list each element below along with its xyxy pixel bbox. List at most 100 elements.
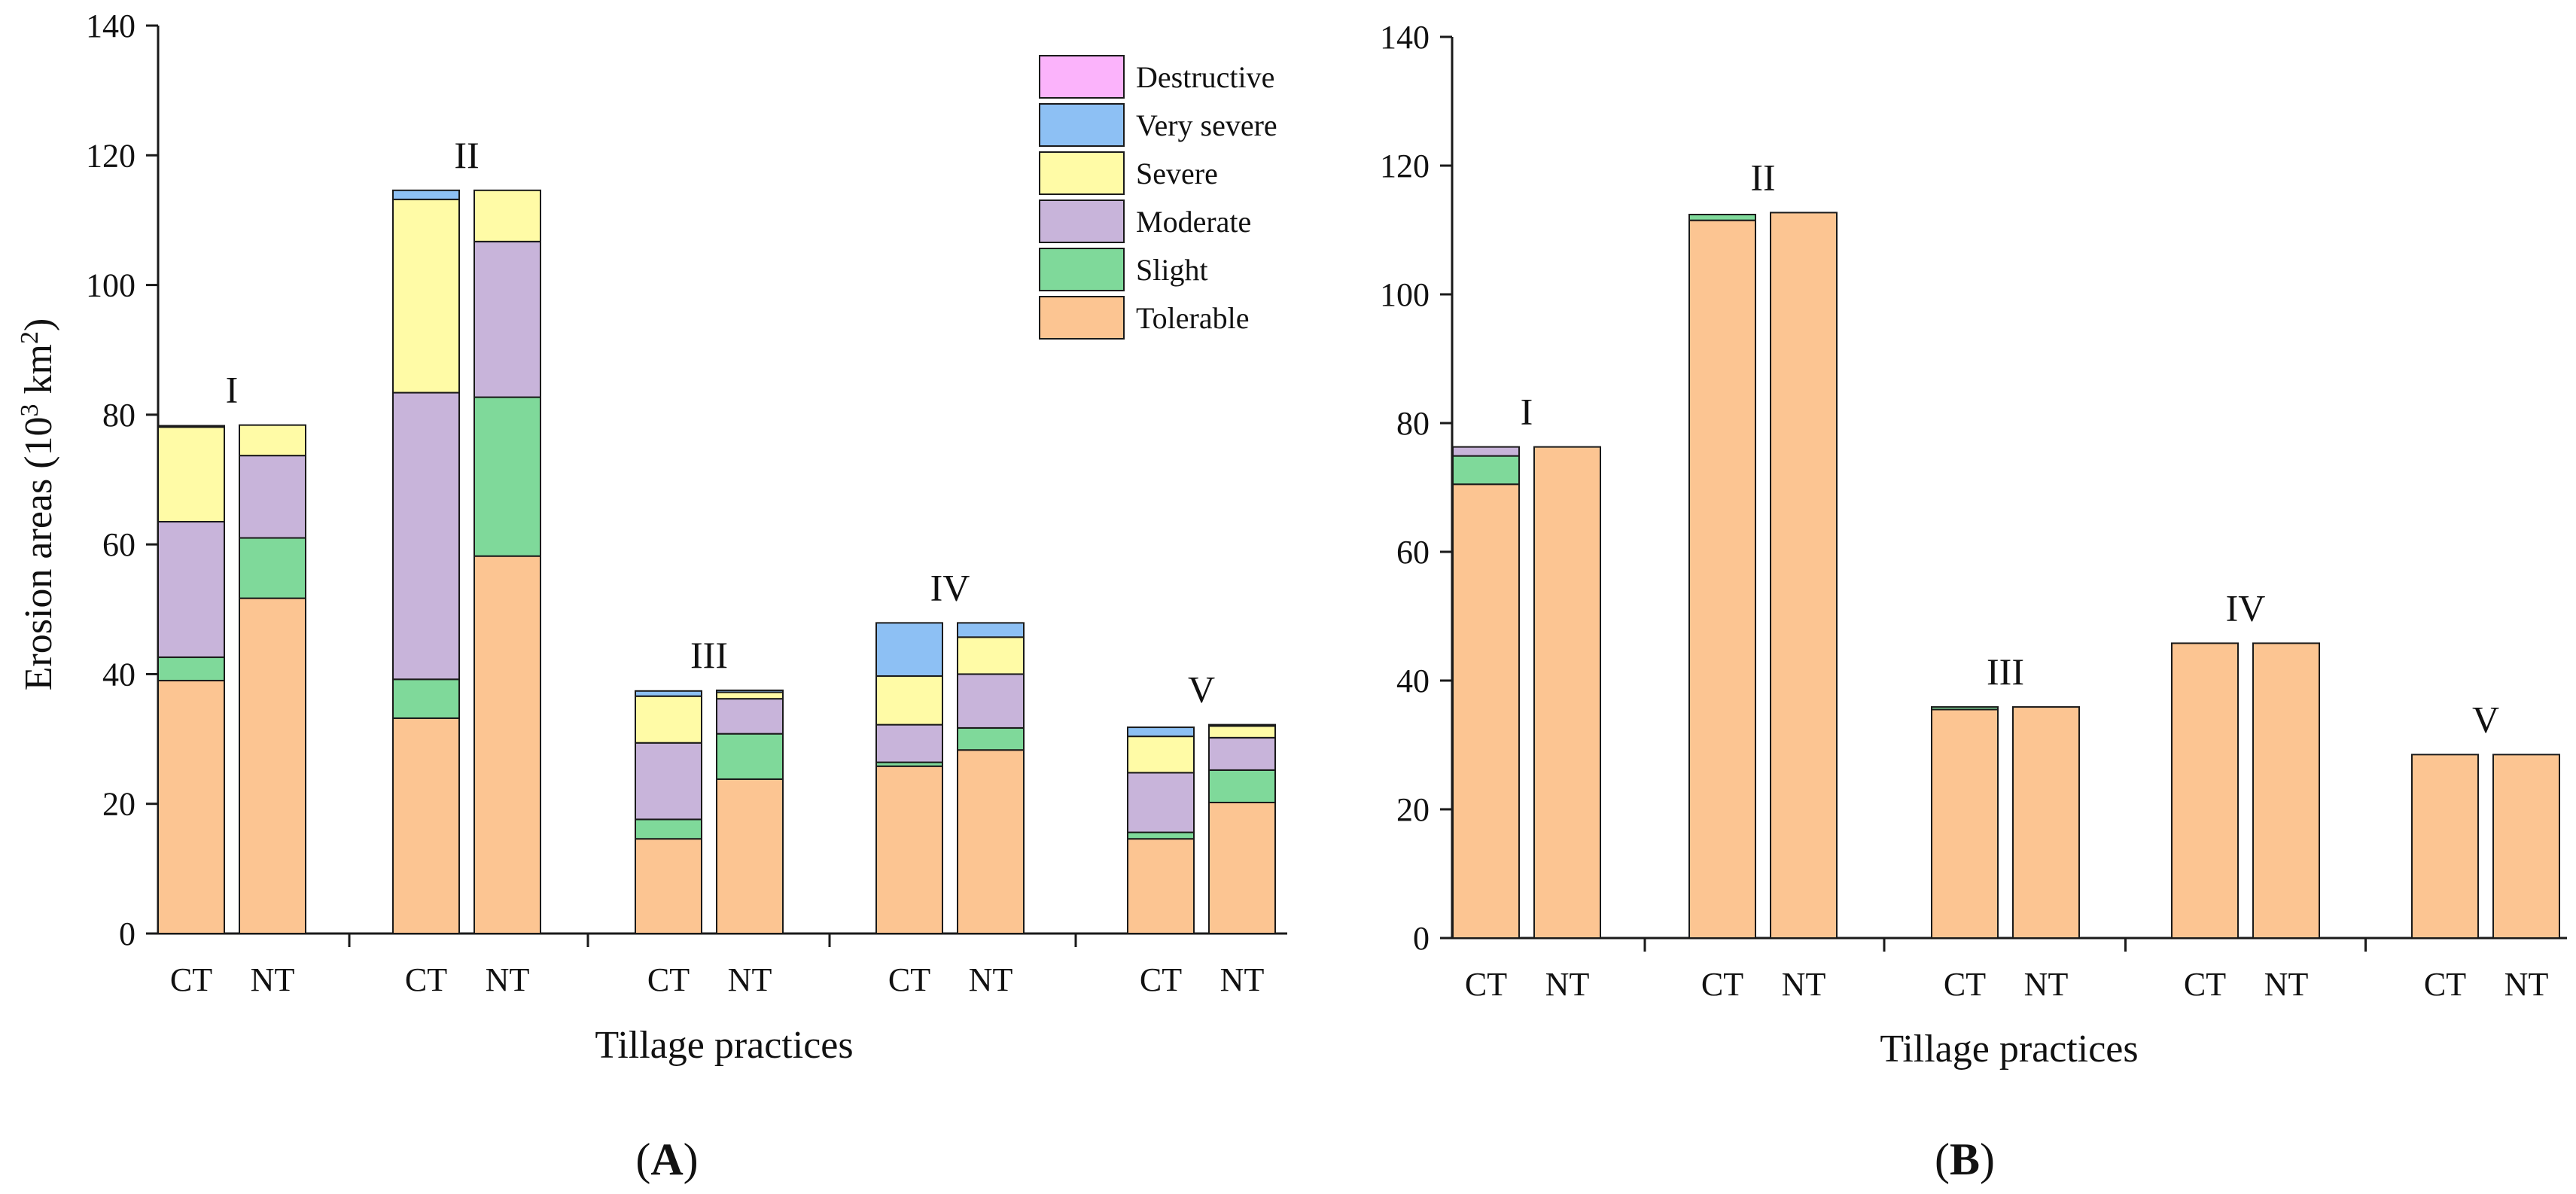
chart-b-y-tick-label: 80 [1396,405,1430,442]
chart-a-group-label-iii: III [690,634,728,676]
chart-b-bar-ii-ct-tolerable [1688,219,1756,939]
chart-b-bars [1452,212,2560,940]
chart-a-bar-i-nt-slight [239,537,306,599]
chart-b-bar-iv-ct-tolerable [2171,642,2239,939]
chart-b-x-category-label: CT [1701,966,1743,1003]
chart-b-x-category-label: CT [1944,966,1986,1003]
chart-a-bar-v-nt-very-severe [1208,723,1276,727]
chart-a-x-category-label: CT [647,961,690,998]
chart-a-bar-v-ct-very-severe [1127,726,1195,738]
chart-a-y-axis-title: Erosion areas (103 km2) [16,318,60,691]
chart-a-x-category-label: CT [888,961,930,998]
chart-a-bar-ii-ct-moderate [392,391,460,681]
chart-a-x-category-label: NT [728,961,772,998]
chart-a-bar-i-nt-severe [239,424,306,457]
legend-item-destructive: Destructive [1039,55,1274,99]
chart-a-y-tick-label: 80 [102,397,135,434]
legend-swatch [1039,248,1125,291]
chart-b-x-category-label: CT [2424,966,2466,1003]
chart-a-bar-i-ct-severe [157,426,225,522]
chart-a-bar-v-nt-moderate [1208,736,1276,771]
chart-b-y-tick-label: 120 [1380,148,1430,184]
chart-a-x-categories: CT NT CT NT CT NT CT NT CT NT [170,961,1265,998]
chart-a-bar-i-ct-tolerable [157,680,225,934]
chart-a-bar-iv-nt-severe [957,636,1025,675]
chart-a-bar-iii-nt-severe [716,691,784,700]
legend-label: Moderate [1136,205,1251,239]
chart-a-bar-v-nt-tolerable [1208,801,1276,935]
legend-swatch [1039,103,1125,147]
chart-a-bar-iii-ct-slight [635,818,702,840]
chart-b-bar-v-nt-tolerable [2492,754,2560,940]
chart-b-bar-i-ct-tolerable [1452,483,1520,939]
chart-a-bar-ii-ct-severe [392,198,460,394]
chart-a-x-category-label: CT [1140,961,1182,998]
chart-b-x-category-label: NT [1782,966,1826,1003]
legend-item-moderate: Moderate [1039,200,1251,243]
chart-a-bar-ii-ct-tolerable [392,717,460,935]
chart-a-bar-ii-ct-slight [392,678,460,720]
chart-b-bar-iii-nt-tolerable [2012,706,2080,939]
chart-a-bar-iii-ct-moderate [635,742,702,821]
chart-b-bar-i-ct-moderate [1452,446,1520,457]
legend-label: Destructive [1136,60,1274,94]
chart-a-bar-iv-ct-moderate [875,723,943,763]
chart-b-x-axis-title: Tillage practices [1880,1028,2138,1071]
chart-b-x-category-label: NT [2264,966,2309,1003]
chart-b-x-category-label: NT [1545,966,1590,1003]
chart-b-y-ticks: 0 20 40 60 80 100 120 140 [1380,19,2367,957]
chart-b-group-label-ii: II [1750,156,1775,198]
chart-a-bar-v-ct-severe [1127,736,1195,774]
chart-a-x-category-label: NT [969,961,1013,998]
chart-a-bar-iv-ct-severe [875,675,943,726]
chart-a-x-category-label: CT [405,961,447,998]
chart-b-x-category-label: NT [2024,966,2069,1003]
chart-b-y-tick-label: 60 [1396,534,1430,571]
chart-a-bar-iv-ct-very-severe [875,622,943,678]
chart-b-x-category-label: CT [1465,966,1507,1003]
chart-b-y-tick-label: 140 [1380,19,1430,56]
legend-item-slight: Slight [1039,248,1208,291]
chart-b-y-tick-label: 100 [1380,276,1430,313]
chart-b-y-tick-label: 40 [1396,662,1430,699]
chart-a-bar-iii-ct-very-severe [635,690,702,697]
chart-b-y-tick-label: 20 [1396,791,1430,828]
legend-item-very-severe: Very severe [1039,103,1277,147]
chart-b-bar-iii-ct-tolerable [1931,708,1999,939]
chart-a-bar-ii-ct-very-severe [392,189,460,200]
chart-a-x-category-label: NT [486,961,530,998]
legend-swatch [1039,296,1125,340]
chart-a-bar-iv-nt-slight [957,726,1025,751]
chart-b-x-category-label: NT [2504,966,2549,1003]
chart-a-bar-iv-nt-tolerable [957,749,1025,934]
chart-b-group-label-iv: IV [2226,586,2266,629]
chart-b-y-tick-label: 0 [1413,920,1430,957]
chart-a-bar-i-nt-moderate [239,455,306,539]
legend-label: Very severe [1136,108,1277,142]
chart-a-bar-iv-nt-very-severe [957,622,1025,638]
chart-a-group-label-ii: II [454,134,479,176]
chart-b-axes [1451,37,2567,940]
chart-a-bar-i-ct-moderate [157,520,225,659]
chart-a-x-axis-title: Tillage practices [595,1024,853,1067]
chart-a-bar-i-ct-slight [157,656,225,682]
chart-b-bar-i-ct-slight [1452,455,1520,486]
chart-a-group-label-v: V [1188,669,1215,711]
chart-a-y-tick-label: 20 [102,786,135,823]
chart-a-bar-i-nt-tolerable [239,597,306,934]
chart-a-bar-i-ct-very-severe [157,425,225,428]
chart-a-y-tick-label: 100 [86,267,135,304]
chart-a-bars [157,189,1276,935]
legend-swatch [1039,200,1125,243]
chart-b-group-label-v: V [2472,698,2499,740]
legend-label: Severe [1136,157,1218,190]
chart-a-legend: Destructive Very severe Severe Moderate Slig… [1039,55,1277,340]
chart-a-bar-iii-nt-slight [716,733,784,780]
chart-a-x-category-label: CT [170,961,212,998]
chart-b-group-label-i: I [1521,391,1533,433]
chart-a-bar-ii-nt-slight [473,396,541,557]
chart-a-bar-iii-ct-severe [635,695,702,744]
